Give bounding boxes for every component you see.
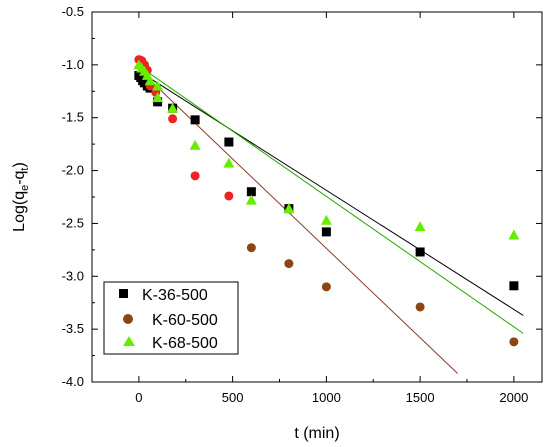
legend-label-k68: K-68-500 [152, 335, 218, 352]
point-k-68-500 [189, 139, 201, 150]
point-k-68-500 [167, 102, 179, 113]
point-k-68-500 [508, 229, 520, 240]
data-points [133, 55, 520, 347]
y-tick-label: -2.0 [62, 163, 84, 178]
point-k-68-500 [245, 194, 257, 205]
y-tick-label: -1.5 [62, 110, 84, 125]
point-k-60-500 [321, 282, 331, 292]
fit-line-k-60-500 [134, 65, 458, 374]
legend: K-36-500 K-60-500 K-68-500 [103, 281, 239, 355]
point-k-36-500 [224, 137, 234, 147]
x-tick-label: 1000 [312, 390, 341, 405]
point-k-60-500 [509, 337, 519, 347]
point-k-68-500 [414, 221, 426, 232]
point-k-68-500 [144, 75, 156, 86]
y-tick-label: -3.0 [62, 268, 84, 283]
y-tick-label: -2.5 [62, 215, 84, 230]
y-tick-label: -3.5 [62, 321, 84, 336]
x-tick-label: 2000 [499, 390, 528, 405]
y-title-base: Log(q [11, 191, 28, 232]
y-axis-title: Log(qe-qt) [11, 162, 31, 232]
point-k-60-500 [190, 171, 200, 181]
point-k-60-500 [284, 259, 294, 269]
point-k-68-500 [152, 92, 164, 103]
point-k-60-500 [246, 243, 256, 253]
point-k-36-500 [321, 227, 331, 237]
point-k-36-500 [190, 115, 200, 125]
point-k-60-500 [415, 302, 425, 312]
y-title-sub-e: e [19, 185, 31, 191]
legend-marker-k36 [119, 289, 128, 298]
x-axis-title: t (min) [294, 425, 339, 442]
point-k-36-500 [509, 281, 519, 291]
legend-label-k60: K-60-500 [152, 312, 218, 329]
y-axis-ticks: -0.5 -1.0 -1.5 -2.0 -2.5 -3.0 -3.5 -4.0 [62, 4, 542, 389]
fit-line-k-36-500 [138, 70, 524, 316]
y-title-mid: -q [11, 171, 28, 185]
fit-lines [134, 65, 524, 374]
x-axis-ticks: 0 500 1000 1500 2000 [91, 12, 528, 405]
point-k-36-500 [246, 187, 256, 197]
point-k-36-500 [415, 247, 425, 257]
x-tick-label: 500 [222, 390, 244, 405]
y-tick-label: -0.5 [62, 4, 84, 19]
point-k-60-500 [168, 114, 178, 124]
y-tick-label: -4.0 [62, 374, 84, 389]
legend-marker-k60 [123, 314, 133, 324]
point-k-68-500 [152, 80, 164, 91]
point-k-60-500 [224, 191, 234, 201]
point-k-68-500 [283, 203, 295, 214]
y-tick-label: -1.0 [62, 57, 84, 72]
point-k-68-500 [320, 214, 332, 225]
x-tick-label: 0 [135, 390, 142, 405]
x-tick-label: 1500 [406, 390, 435, 405]
y-title-end: ) [11, 162, 28, 167]
point-k-68-500 [223, 157, 235, 168]
y-title-sub-t: t [19, 167, 31, 170]
legend-label-k36: K-36-500 [142, 287, 208, 304]
fit-line-k-68-500 [138, 65, 524, 334]
legend-marker-k68 [123, 336, 135, 346]
